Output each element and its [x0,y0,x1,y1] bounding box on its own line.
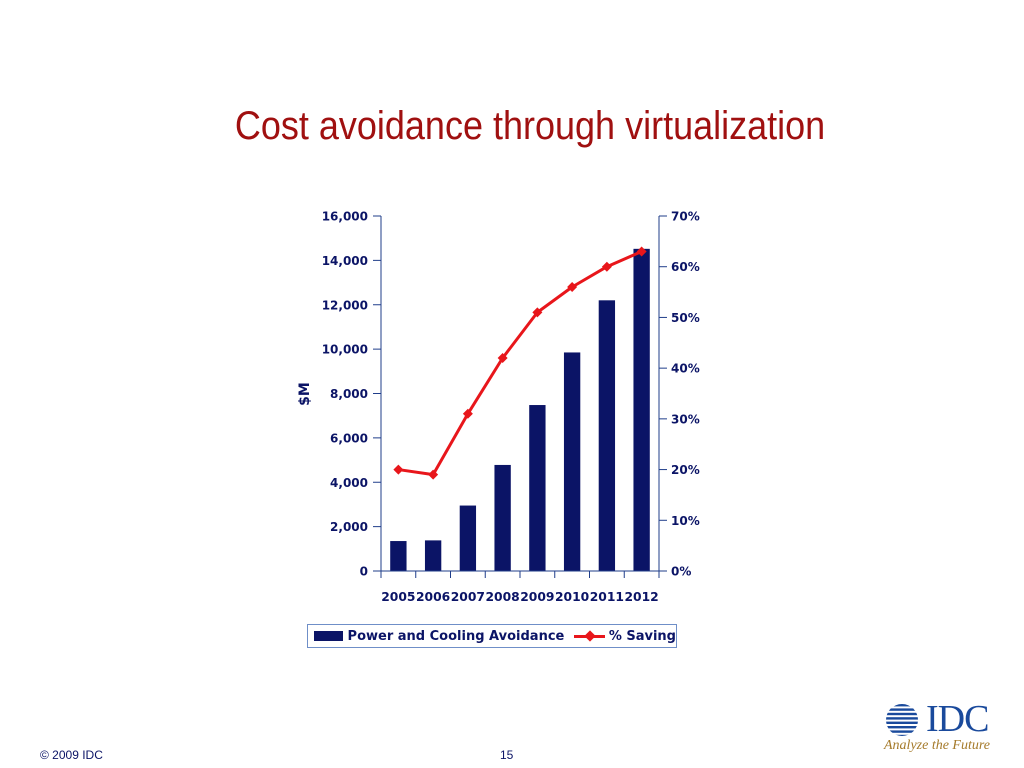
y-tick-label-right: 50% [671,311,700,325]
idc-logo: IDC Analyze the Future [880,700,1010,756]
y-tick-label-left: 16,000 [322,210,368,224]
y-tick-label-right: 40% [671,362,700,376]
bar-2007 [459,505,477,571]
y-tick-label-right: 70% [671,210,700,224]
y-tick-label-left: 2,000 [330,520,368,534]
x-tick-label: 2009 [520,590,554,604]
y-tick-label-left: 14,000 [322,254,368,268]
saving-marker-2008 [497,353,508,363]
legend-line-swatch [574,630,606,642]
y-tick-label-right: 30% [671,412,700,426]
saving-marker-2006 [428,469,439,480]
bar-series [390,248,650,571]
legend-bar-swatch [314,631,343,641]
x-tick-label: 2010 [555,590,589,604]
y-tick-label-left: 12,000 [322,298,368,312]
y-tick-label-right: 10% [671,514,700,528]
idc-logo-text: IDC [926,698,989,740]
x-tick-label: 2005 [381,590,415,604]
saving-marker-2005 [393,464,404,475]
saving-marker-2007 [462,408,473,419]
slide-title: Cost avoidance through virtualization [234,104,826,148]
idc-tagline: Analyze the Future [884,738,991,753]
chart-labels: 0 2,000 4,000 6,000 8,000 10,000 12,000 14,000 1… [297,210,700,605]
legend-bar-label: Power and Cooling Avoidance [347,628,565,644]
legend-line-label: % Saving [608,628,676,644]
x-tick-label: 2007 [451,590,485,604]
chart-axes [373,215,667,578]
page-number: 15 [500,748,514,762]
y-axis-title: $M [297,382,313,406]
bar-2012 [633,248,650,571]
saving-marker-2009 [532,307,543,318]
y-tick-label-left: 8,000 [330,387,368,401]
chart-legend: Power and Cooling Avoidance % Saving [307,624,677,648]
line-series [393,246,647,480]
y-tick-label-left: 10,000 [322,343,368,357]
bar-2005 [390,541,407,571]
y-tick-label-left: 6,000 [330,431,368,445]
x-tick-label: 2006 [416,590,450,604]
y-tick-label-right: 0% [671,565,691,579]
saving-marker-2010 [567,282,578,292]
y-tick-label-left: 0 [360,565,368,579]
bar-2010 [563,352,581,571]
x-tick-label: 2008 [486,590,520,604]
y-tick-label-left: 4,000 [330,476,368,490]
x-tick-label: 2012 [625,590,659,604]
x-tick-label: 2011 [590,590,624,604]
bar-2006 [424,540,442,571]
bar-2008 [494,464,511,571]
saving-line [398,250,643,477]
idc-globe-icon [886,704,918,736]
saving-marker-2012 [636,246,647,257]
bar-2009 [529,405,546,571]
footer-copyright: © 2009 IDC [40,748,103,762]
saving-marker-2011 [601,261,612,272]
bar-2011 [598,300,616,571]
y-tick-label-right: 60% [671,260,700,274]
y-tick-label-right: 20% [671,463,700,477]
